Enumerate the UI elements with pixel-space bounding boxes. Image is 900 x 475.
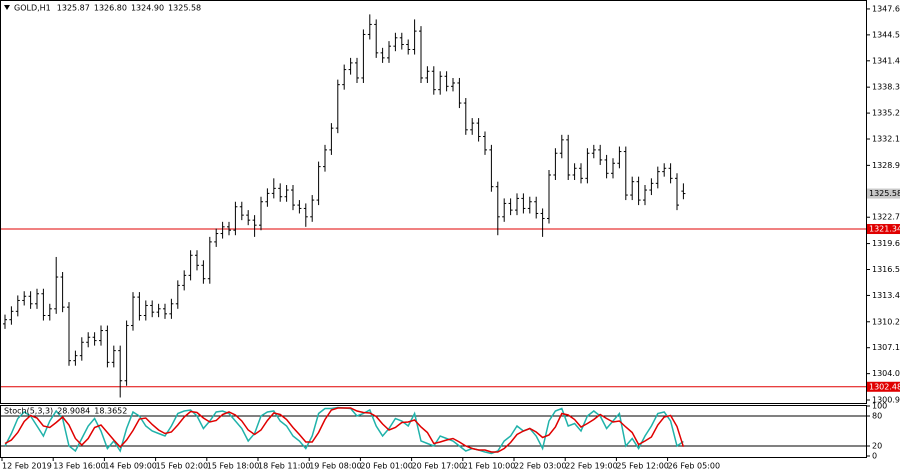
x-tick-label: 19 Feb 08:00 [309,462,361,471]
y-tick-label: 100 [872,402,887,411]
y-tick-label: 20 [872,442,882,451]
x-tick-label: 18 Feb 11:00 [258,462,310,471]
x-tick-label: 13 Feb 16:00 [53,462,105,471]
y-tick-label: 1347.65 [872,4,900,13]
x-tick-label: 20 Feb 01:00 [360,462,412,471]
y-tick-label: 1338.30 [872,83,900,92]
price-label-box [867,224,900,235]
x-tick-label: 14 Feb 09:00 [104,462,156,471]
quote-value: 1325.58 [168,4,201,13]
y-tick-label: 0 [872,452,877,461]
y-tick-label: 1310.25 [872,317,900,326]
indicator-value: 28.9084 [57,407,90,416]
sub-frame [0,405,867,458]
y-tick-label: 1322.75 [872,213,900,222]
y-tick-label: 1313.40 [872,291,900,300]
price-label: 1321.34 [869,225,900,234]
y-tick-label: 1304.05 [872,369,900,378]
x-tick-label: 25 Feb 12:00 [616,462,668,471]
y-tick-label: 1344.55 [872,30,900,39]
y-tick-label: 1335.20 [872,109,900,118]
x-tick-label: 15 Feb 02:00 [156,462,208,471]
x-tick-label: 22 Feb 19:00 [565,462,617,471]
current-price-box [867,188,900,199]
y-tick-label: 1319.60 [872,239,900,248]
x-tick-label: 26 Feb 05:00 [668,462,720,471]
indicator-title: Stoch(5,3,3) [4,407,53,416]
y-tick-label: 1328.95 [872,161,900,170]
y-tick-label: 1300.90 [872,395,900,404]
menu-triangle[interactable] [4,5,10,10]
quote-value: 1325.87 [57,4,90,13]
price-label: 1302.48 [869,382,900,391]
quote-value: 1326.80 [94,4,127,13]
indicator-value: 18.3652 [94,407,127,416]
y-tick-label: 1316.50 [872,265,900,274]
y-tick-label: 1341.45 [872,56,900,65]
current-price-label: 1325.58 [869,189,900,198]
main-frame [0,0,867,404]
x-tick-label: 20 Feb 17:00 [412,462,464,471]
x-tick-label: 22 Feb 03:00 [514,462,566,471]
x-tick-label: 21 Feb 10:00 [463,462,515,471]
price-label-box [867,381,900,392]
chart-title: GOLD,H1 [14,4,51,13]
x-tick-label: 15 Feb 18:00 [207,462,259,471]
y-tick-label: 1307.15 [872,343,900,352]
stoch-line [4,407,685,453]
x-tick-label: 12 Feb 2019 [2,462,52,471]
y-tick-label: 1332.10 [872,135,900,144]
quote-value: 1324.90 [131,4,164,13]
y-tick-label: 80 [872,412,882,421]
